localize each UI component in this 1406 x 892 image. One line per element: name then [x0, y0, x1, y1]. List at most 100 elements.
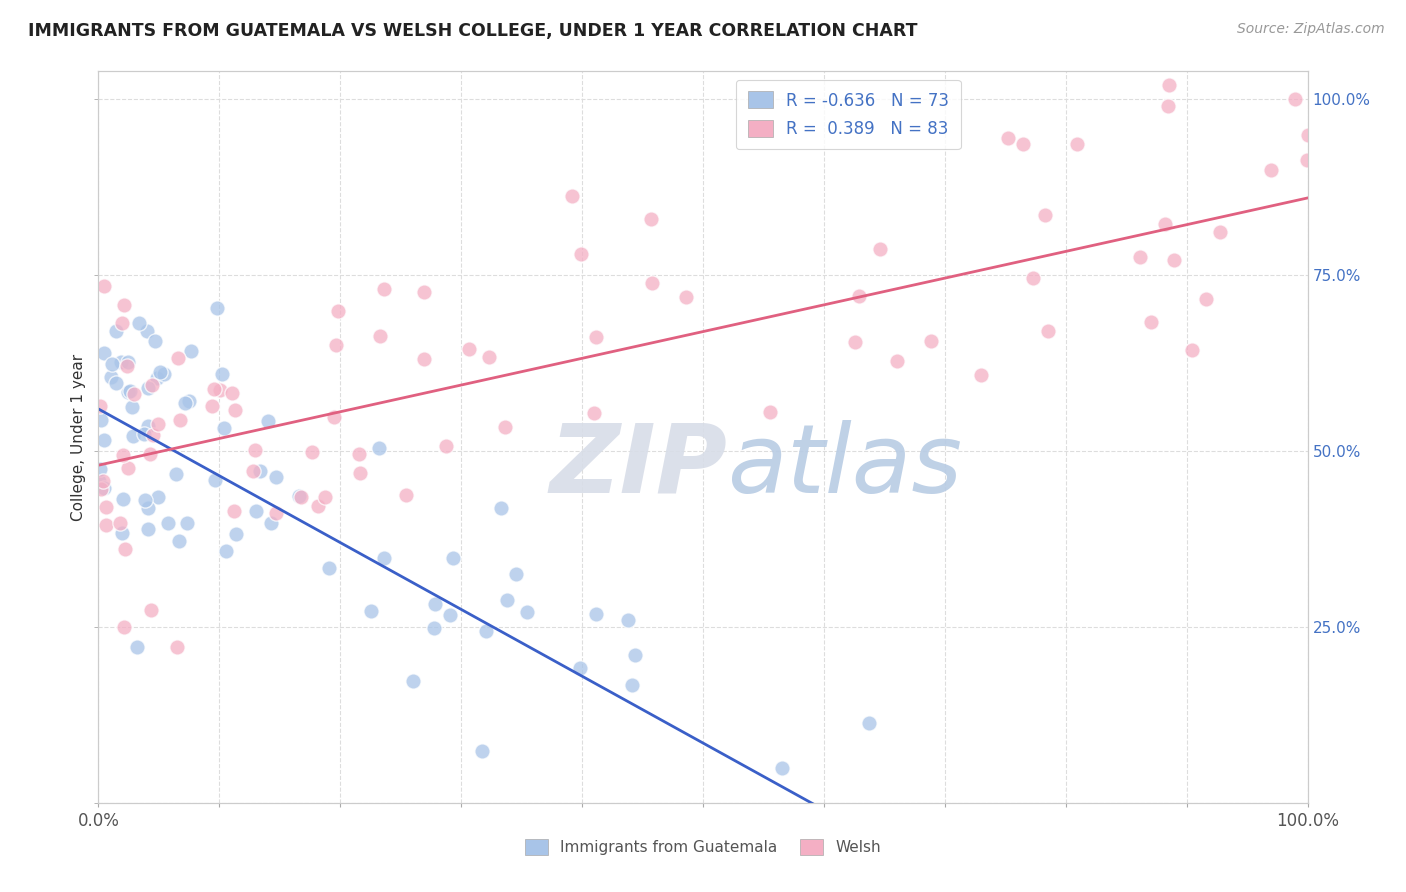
Point — [115, 359, 138, 374]
Point — [132, 426, 155, 441]
Point — [100, 370, 122, 384]
Point — [139, 603, 162, 617]
Point — [224, 402, 246, 417]
Point — [423, 597, 446, 611]
Point — [360, 604, 382, 618]
Point — [141, 377, 163, 392]
Point — [458, 342, 481, 356]
Point — [1209, 225, 1232, 239]
Point — [89, 399, 111, 413]
Point — [471, 744, 494, 758]
Point — [111, 449, 134, 463]
Point — [436, 439, 458, 453]
Point — [368, 442, 391, 456]
Point — [516, 605, 538, 619]
Point — [373, 550, 395, 565]
Point — [328, 303, 350, 318]
Point — [1021, 271, 1043, 285]
Point — [148, 491, 170, 505]
Point — [111, 316, 134, 330]
Point — [222, 503, 245, 517]
Point — [121, 400, 143, 414]
Point — [1139, 315, 1161, 329]
Text: Source: ZipAtlas.com: Source: ZipAtlas.com — [1237, 22, 1385, 37]
Point — [101, 357, 124, 371]
Point — [93, 346, 115, 360]
Point — [121, 429, 143, 443]
Point — [325, 338, 347, 352]
Point — [111, 525, 134, 540]
Point — [120, 384, 142, 398]
Point — [136, 501, 159, 516]
Point — [422, 621, 444, 635]
Point — [117, 461, 139, 475]
Point — [166, 351, 188, 365]
Point — [624, 648, 647, 663]
Point — [568, 661, 591, 675]
Point — [94, 517, 117, 532]
Point — [105, 324, 128, 338]
Point — [373, 282, 395, 296]
Point — [211, 367, 233, 381]
Point — [349, 467, 371, 481]
Point — [180, 343, 202, 358]
Text: ZIP: ZIP — [550, 420, 727, 513]
Point — [122, 386, 145, 401]
Point — [1035, 208, 1057, 222]
Point — [886, 354, 908, 368]
Point — [920, 334, 942, 348]
Point — [114, 541, 136, 556]
Point — [146, 371, 169, 385]
Point — [136, 381, 159, 395]
Point — [138, 418, 160, 433]
Point — [1181, 343, 1204, 357]
Point — [112, 620, 135, 634]
Point — [439, 607, 461, 622]
Point — [110, 355, 132, 369]
Point — [970, 368, 993, 383]
Point — [117, 355, 139, 369]
Point — [585, 607, 607, 621]
Text: atlas: atlas — [727, 420, 962, 513]
Point — [759, 405, 782, 419]
Point — [93, 278, 115, 293]
Point — [290, 490, 312, 504]
Point — [264, 506, 287, 520]
Point — [167, 534, 190, 549]
Point — [368, 328, 391, 343]
Point — [770, 761, 793, 775]
Point — [245, 504, 267, 518]
Point — [478, 351, 501, 365]
Point — [94, 500, 117, 514]
Point — [202, 382, 225, 396]
Point — [256, 413, 278, 427]
Point — [1157, 98, 1180, 112]
Point — [221, 386, 243, 401]
Point — [176, 516, 198, 530]
Point — [249, 464, 271, 478]
Point — [201, 399, 224, 413]
Point — [583, 406, 606, 420]
Point — [1036, 324, 1059, 338]
Point — [205, 301, 228, 315]
Point — [136, 325, 159, 339]
Point — [225, 527, 247, 541]
Point — [105, 376, 128, 390]
Point — [179, 394, 201, 409]
Point — [112, 298, 135, 312]
Point — [412, 285, 434, 299]
Point — [401, 673, 423, 688]
Point — [844, 335, 866, 350]
Point — [322, 409, 344, 424]
Point — [148, 417, 170, 432]
Point — [1129, 250, 1152, 264]
Point — [134, 493, 156, 508]
Point — [165, 467, 187, 481]
Point — [620, 678, 643, 692]
Point — [848, 289, 870, 303]
Point — [641, 277, 664, 291]
Point — [149, 365, 172, 379]
Point — [242, 464, 264, 478]
Point — [997, 130, 1019, 145]
Point — [571, 247, 593, 261]
